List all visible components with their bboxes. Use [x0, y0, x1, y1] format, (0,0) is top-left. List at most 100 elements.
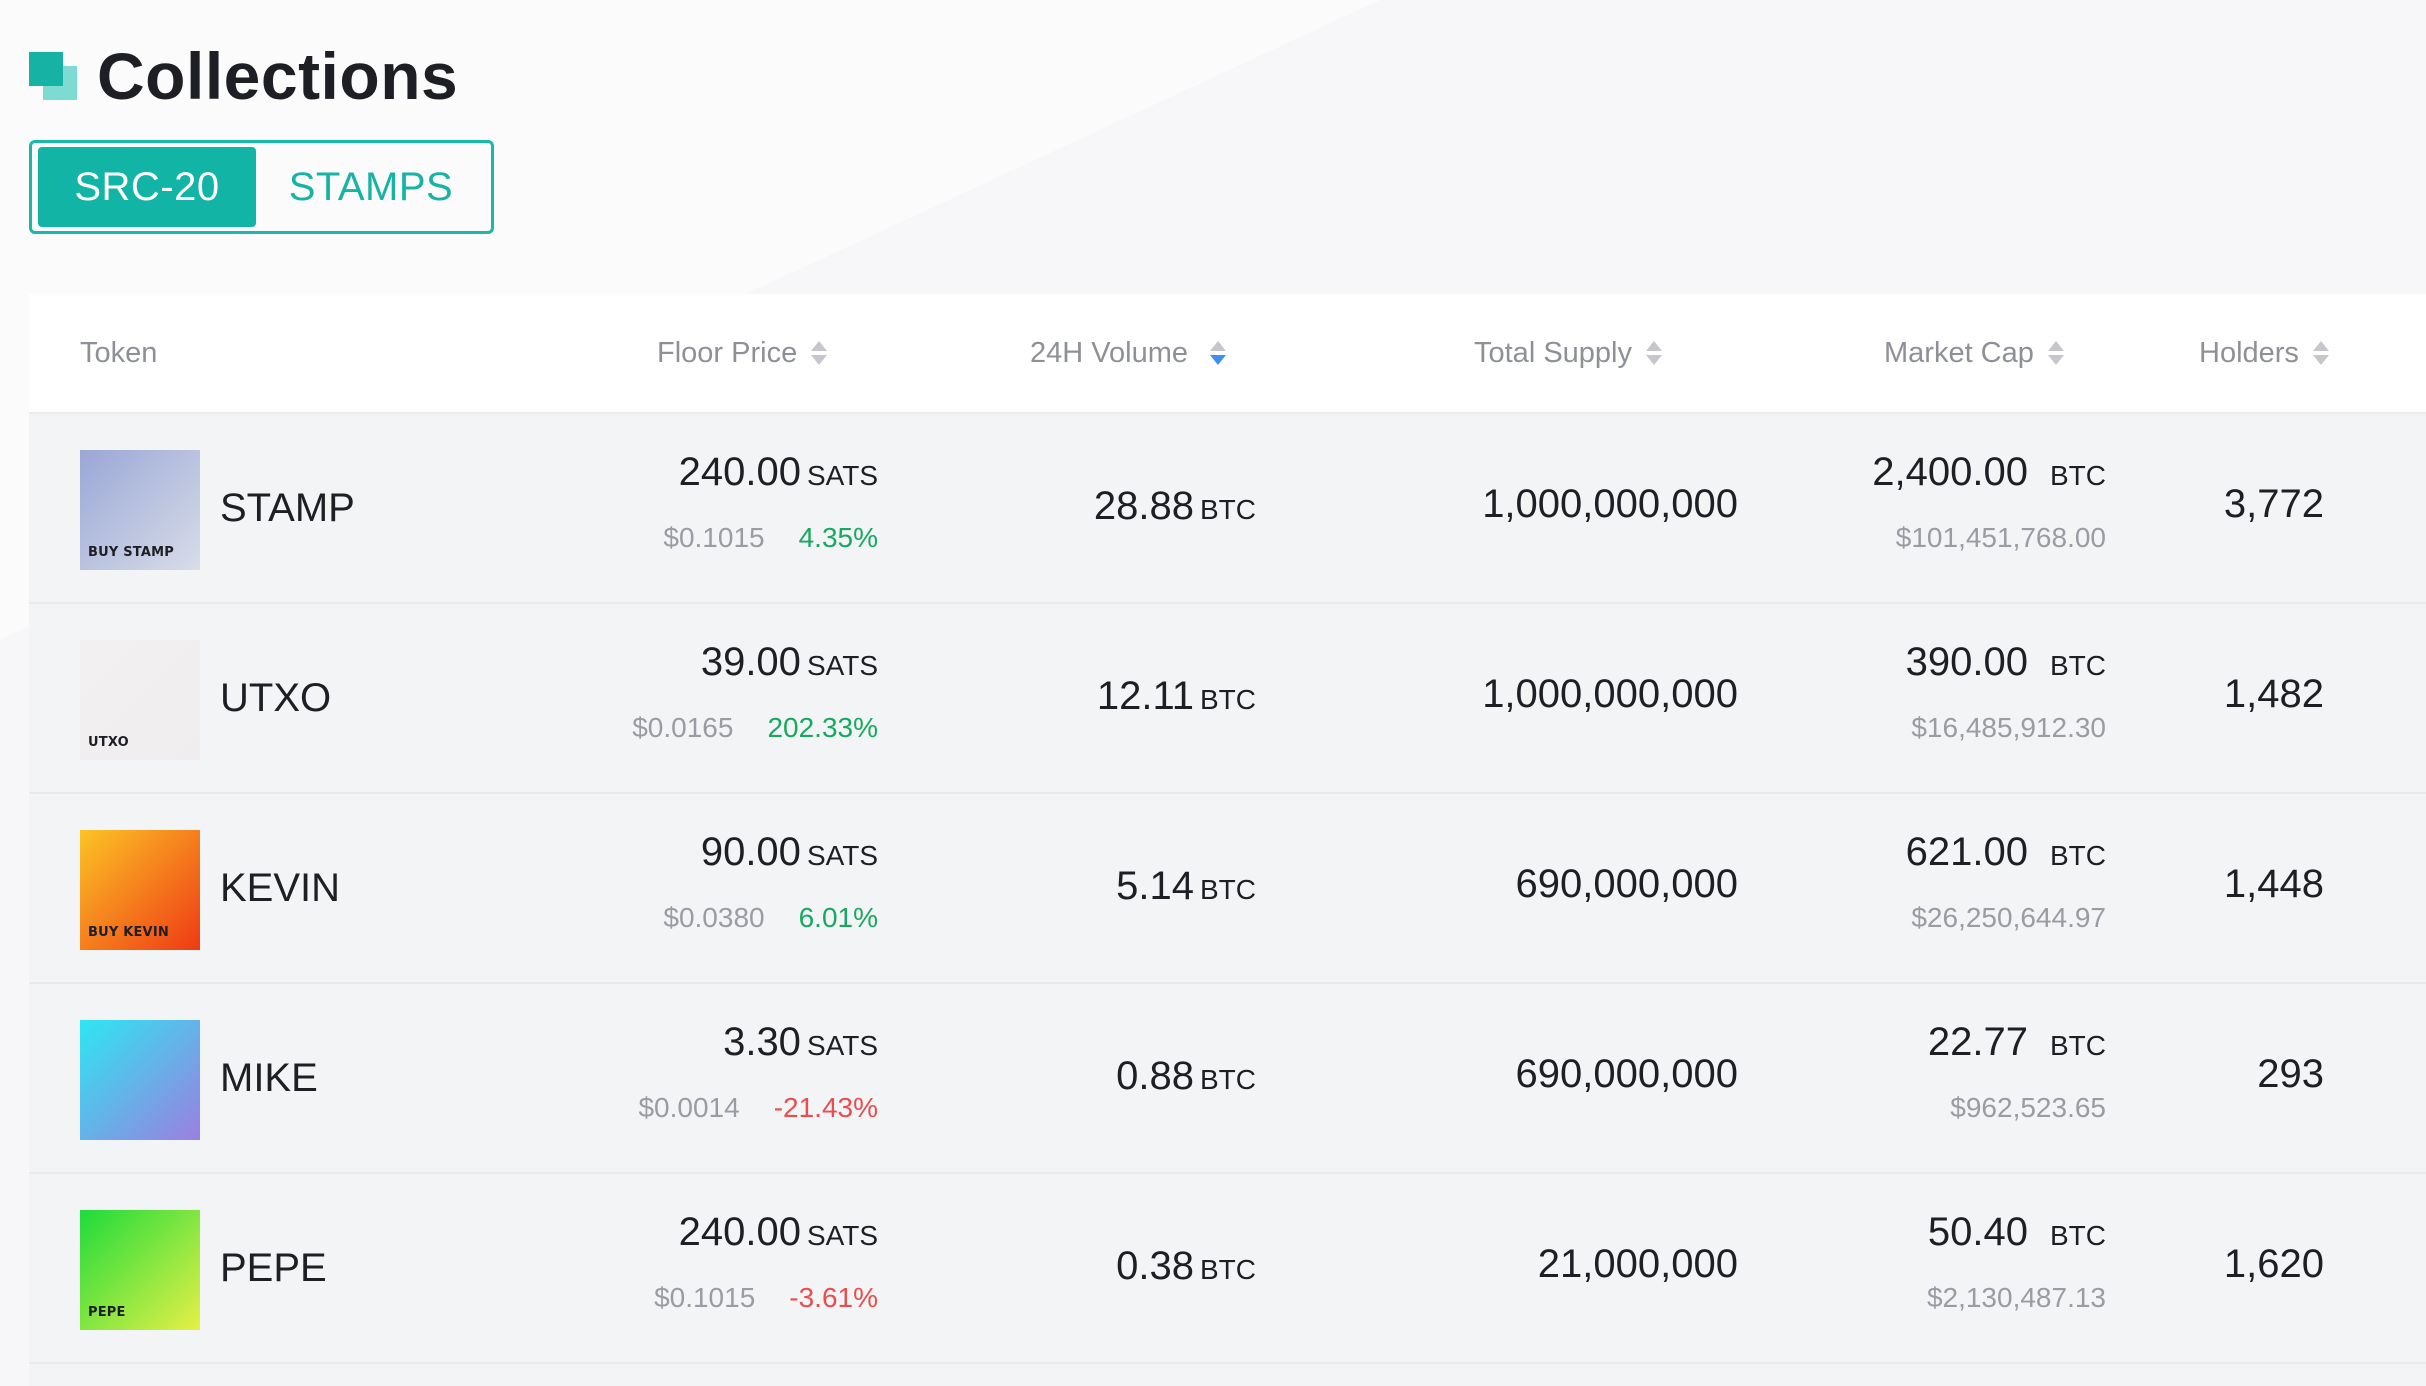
market-cap-unit: BTC [2050, 1220, 2106, 1251]
token-name[interactable]: STAMP [220, 485, 355, 530]
floor-price-unit: SATS [806, 1030, 878, 1061]
floor-price: 240.00 SATS [679, 450, 878, 495]
column-header-total-supply[interactable]: Total Supply [1474, 294, 1662, 412]
market-cap-usd: $26,250,644.97 [1911, 902, 2106, 933]
thumbnail-label: BUY KEVIN [88, 925, 169, 940]
volume-value: 5.14 [1116, 864, 1194, 908]
column-header-market-cap[interactable]: Market Cap [1884, 294, 2064, 412]
volume-24h: 12.11 BTC [1097, 674, 1256, 719]
column-header-24h-volume[interactable]: 24H Volume [1030, 294, 1226, 412]
token-thumbnail[interactable]: BUY STAMP [80, 450, 200, 570]
floor-price-sub: $0.0380 6.01% [663, 902, 878, 934]
table-header: Token Floor Price 24H Volume Total Suppl… [29, 294, 2426, 414]
token-name[interactable]: KEVIN [220, 865, 341, 910]
volume-value: 0.88 [1116, 1054, 1194, 1098]
floor-price: 39.00 SATS [701, 640, 878, 685]
token-name[interactable]: UTXO [220, 675, 332, 720]
market-cap-unit: BTC [2050, 840, 2106, 871]
total-supply: 690,000,000 [1515, 1052, 1738, 1096]
column-label: Market Cap [1884, 336, 2034, 369]
floor-price: 3.30 SATS [723, 1020, 878, 1065]
floor-price-sub: $0.1015 4.35% [663, 522, 878, 554]
market-cap-unit: BTC [2050, 650, 2106, 681]
sort-icon[interactable] [1646, 340, 1662, 366]
volume-value: 28.88 [1093, 484, 1194, 528]
page-header: Collections [29, 36, 458, 116]
market-cap: 22.77 BTC [1928, 1020, 2106, 1065]
tab-stamps[interactable]: STAMPS [288, 164, 454, 209]
total-supply: 690,000,000 [1515, 862, 1738, 906]
market-cap-value: 621.00 [1905, 830, 2028, 874]
thumbnail-label: BUY STAMP [88, 545, 174, 560]
floor-price-value: 240.00 [678, 1210, 801, 1254]
token-thumbnail[interactable] [80, 1020, 200, 1140]
column-label: 24H Volume [1030, 336, 1188, 369]
price-change: 4.35% [798, 522, 878, 553]
volume-value: 0.38 [1116, 1244, 1194, 1288]
table-row[interactable]: PEPE PEPE 240.00 SATS $0.1015 -3.61% 0.38 B… [29, 1174, 2426, 1364]
sort-icon[interactable] [811, 340, 828, 366]
column-label: Floor Price [657, 336, 798, 369]
market-cap-value: 390.00 [1905, 640, 2028, 684]
table-row[interactable]: BUY STAMP STAMP 240.00 SATS $0.1015 4.35% … [29, 414, 2426, 604]
floor-price-value: 39.00 [700, 640, 801, 684]
floor-price-unit: SATS [806, 650, 878, 681]
floor-price-unit: SATS [806, 840, 878, 871]
holders-count: 1,482 [2223, 672, 2324, 716]
holders-count: 3,772 [2223, 482, 2324, 526]
column-header-holders[interactable]: Holders [2199, 294, 2329, 412]
price-change: 6.01% [798, 902, 878, 933]
volume-unit: BTC [1200, 874, 1256, 905]
market-cap-usd: $962,523.65 [1950, 1092, 2106, 1123]
market-cap-usd: $101,451,768.00 [1895, 522, 2106, 553]
volume-24h: 0.88 BTC [1116, 1054, 1256, 1099]
total-supply: 1,000,000,000 [1482, 482, 1738, 526]
column-label: Holders [2199, 336, 2299, 369]
volume-value: 12.11 [1096, 674, 1194, 718]
thumbnail-label: PEPE [88, 1305, 126, 1320]
holders-count: 1,448 [2223, 862, 2324, 906]
market-cap-usd: $16,485,912.30 [1911, 712, 2106, 743]
market-cap: 621.00 BTC [1906, 830, 2106, 875]
holders-count: 1,620 [2223, 1242, 2324, 1286]
table-row[interactable]: MIKE 3.30 SATS $0.0014 -21.43% 0.88 BTC 690… [29, 984, 2426, 1174]
market-cap-value: 50.40 [1927, 1210, 2028, 1254]
column-header-floor-price[interactable]: Floor Price [657, 294, 828, 412]
floor-price-value: 3.30 [723, 1020, 801, 1064]
volume-unit: BTC [1200, 1254, 1256, 1285]
market-cap-usd: $2,130,487.13 [1926, 1282, 2106, 1313]
floor-price: 90.00 SATS [701, 830, 878, 875]
market-cap: 2,400.00 BTC [1872, 450, 2106, 495]
price-change: -21.43% [773, 1092, 878, 1123]
table-row[interactable]: UTXO UTXO 39.00 SATS $0.0165 202.33% 12.11… [29, 604, 2426, 794]
sort-icon[interactable] [2312, 340, 2329, 366]
floor-price-usd: $0.1015 [663, 522, 765, 553]
sort-icon[interactable] [1210, 340, 1226, 366]
floor-price-usd: $0.1015 [654, 1282, 756, 1313]
sort-icon[interactable] [2047, 340, 2064, 366]
floor-price-sub: $0.0165 202.33% [632, 712, 878, 744]
market-cap-value: 22.77 [1927, 1020, 2028, 1064]
holders-count: 293 [2257, 1052, 2324, 1096]
token-thumbnail[interactable]: UTXO [80, 640, 200, 760]
token-name[interactable]: MIKE [220, 1055, 318, 1100]
total-supply: 21,000,000 [1537, 1242, 1738, 1286]
column-label: Token [80, 336, 158, 369]
price-change: -3.61% [789, 1282, 878, 1313]
collections-table: Token Floor Price 24H Volume Total Suppl… [29, 294, 2426, 1386]
thumbnail-label: UTXO [88, 735, 129, 750]
floor-price-sub: $0.1015 -3.61% [654, 1282, 878, 1314]
token-name[interactable]: PEPE [220, 1245, 327, 1290]
column-label: Total Supply [1474, 336, 1632, 369]
table-row[interactable]: BUY KEVIN KEVIN 90.00 SATS $0.0380 6.01% 5… [29, 794, 2426, 984]
volume-24h: 0.38 BTC [1116, 1244, 1256, 1289]
price-change: 202.33% [767, 712, 878, 743]
market-cap-value: 2,400.00 [1872, 450, 2028, 494]
volume-24h: 28.88 BTC [1094, 484, 1256, 529]
token-thumbnail[interactable]: PEPE [80, 1210, 200, 1330]
token-thumbnail[interactable]: BUY KEVIN [80, 830, 200, 950]
floor-price-usd: $0.0380 [663, 902, 765, 933]
column-header-token: Token [80, 294, 157, 412]
tab-src20[interactable]: SRC-20 [38, 147, 256, 227]
page-title: Collections [97, 39, 459, 113]
